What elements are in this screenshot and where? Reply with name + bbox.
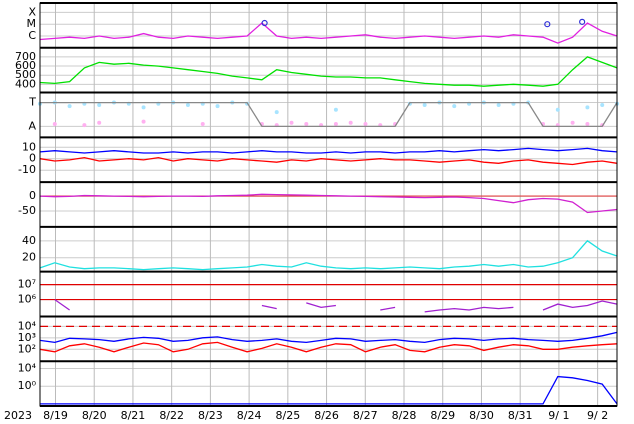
x-axis-year: 2023 — [4, 409, 32, 422]
data-point — [555, 107, 560, 112]
x-tick-label: 8/26 — [314, 409, 339, 422]
y-tick-label: 500 — [15, 68, 36, 81]
y-tick-label: 40 — [22, 234, 36, 247]
y-tick-label: 0 — [29, 152, 36, 165]
data-point — [363, 121, 368, 126]
data-point — [496, 102, 501, 107]
y-tick-label: 10⁷ — [18, 278, 36, 291]
y-tick-label: 10⁰ — [18, 379, 37, 392]
x-tick-label: 8/24 — [237, 409, 262, 422]
data-line — [39, 331, 618, 344]
data-point — [200, 121, 205, 126]
panel-frame — [39, 226, 618, 273]
y-tick-label: 10 — [22, 140, 36, 153]
data-point — [585, 105, 590, 110]
y-tick-label: 10⁶ — [18, 293, 37, 306]
data-point — [82, 123, 87, 128]
x-tick-label: 8/25 — [275, 409, 300, 422]
data-line — [40, 101, 618, 128]
data-point — [97, 102, 102, 107]
data-point — [348, 120, 353, 125]
y-tick-label: T — [28, 96, 36, 109]
x-tick-label: 9/ 1 — [548, 409, 569, 422]
y-tick-label: -10 — [18, 163, 36, 176]
data-point — [215, 104, 220, 109]
y-tick-label: -50 — [18, 204, 36, 217]
data-point — [544, 21, 551, 28]
data-line — [39, 239, 618, 271]
data-point — [141, 119, 146, 124]
x-tick-label: 8/21 — [121, 409, 146, 422]
data-point — [585, 121, 590, 126]
data-line — [39, 147, 618, 154]
data-point — [289, 120, 294, 125]
y-tick-label: 600 — [15, 59, 36, 72]
data-point — [52, 121, 57, 126]
data-point — [333, 121, 338, 126]
data-point — [274, 110, 279, 115]
y-tick-label: 10⁴ — [18, 362, 37, 375]
x-tick-label: 8/29 — [430, 409, 455, 422]
data-point — [570, 120, 575, 125]
data-point — [261, 19, 268, 27]
y-tick-label: 20 — [22, 251, 36, 264]
x-tick-label: 8/22 — [159, 409, 184, 422]
x-tick-label: 8/19 — [43, 409, 68, 422]
panel-frame — [39, 271, 618, 317]
y-tick-label: 700 — [15, 50, 36, 63]
y-tick-label: X — [28, 5, 36, 18]
data-point — [333, 107, 338, 112]
data-point — [67, 104, 72, 109]
data-point — [97, 120, 102, 125]
y-tick-label: 10² — [18, 342, 36, 355]
panel-frame — [39, 2, 618, 49]
data-line — [39, 341, 618, 353]
data-line — [40, 375, 618, 405]
y-tick-label: 10³ — [18, 331, 36, 344]
data-point — [141, 105, 146, 110]
panel-frame — [39, 360, 618, 407]
data-point — [600, 102, 605, 107]
x-tick-label: 8/27 — [353, 409, 378, 422]
panel-frame — [39, 92, 618, 138]
y-tick-label: 400 — [15, 77, 36, 90]
data-line — [39, 156, 618, 166]
data-line — [54, 299, 618, 313]
y-tick-label: A — [28, 119, 36, 132]
data-point — [304, 121, 309, 126]
x-tick-label: 8/23 — [198, 409, 223, 422]
data-point — [579, 18, 586, 25]
y-tick-label: M — [27, 17, 37, 30]
data-point — [185, 102, 190, 107]
y-tick-label: 10⁴ — [18, 319, 37, 332]
y-tick-label: 0 — [29, 189, 36, 202]
x-tick-label: 8/20 — [82, 409, 107, 422]
data-point — [422, 102, 427, 107]
x-tick-label: 9/ 2 — [587, 409, 608, 422]
data-point — [452, 104, 457, 109]
data-line — [39, 56, 618, 87]
panel-frame — [39, 181, 618, 228]
y-tick-label: C — [28, 29, 36, 42]
x-tick-label: 8/30 — [469, 409, 494, 422]
x-tick-label: 8/28 — [392, 409, 417, 422]
x-tick-label: 8/31 — [508, 409, 533, 422]
data-line — [39, 193, 618, 214]
data-line — [39, 22, 618, 44]
